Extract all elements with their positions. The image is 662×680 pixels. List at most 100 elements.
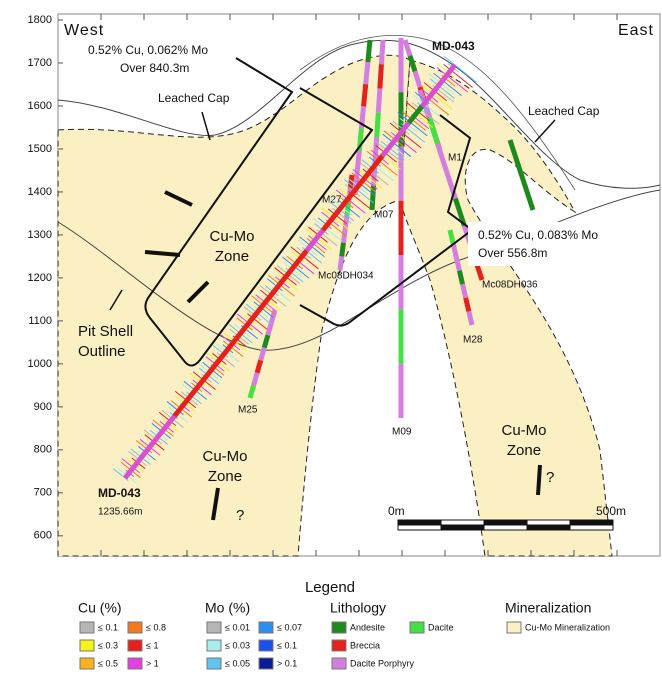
- scale-bar: [526, 524, 571, 531]
- zone-label: Zone: [215, 248, 249, 265]
- y-tick-label: 1100: [28, 315, 52, 327]
- assay-spike: [443, 64, 473, 88]
- legend-swatch: [331, 621, 347, 634]
- drill-hole: [420, 63, 457, 108]
- drill-hole: [378, 39, 386, 65]
- topography: [57, 39, 661, 189]
- drill-hole: [354, 150, 362, 174]
- assay-spike: [429, 78, 455, 99]
- drill-hole: [456, 270, 466, 285]
- legend-swatch: [206, 657, 222, 670]
- hole-label: Mc08DH036: [482, 280, 538, 291]
- drill-hole: [374, 112, 381, 138]
- assay-spike: [361, 159, 380, 174]
- legend-label: Dacite: [428, 622, 454, 632]
- assay-spike: [433, 73, 462, 97]
- y-tick-label: 1200: [28, 272, 52, 284]
- direction-label: East: [618, 22, 654, 39]
- assay-spike: [290, 246, 319, 270]
- assay-spike: [253, 301, 274, 318]
- legend-swatch: [79, 639, 95, 652]
- assay-spike: [277, 274, 298, 291]
- scale-bar: [440, 524, 485, 531]
- callout-text: 0.52% Cu, 0.062% Mo: [88, 43, 208, 57]
- assay-spike: [166, 401, 184, 416]
- drill-hole: [347, 174, 355, 189]
- scale-bar: [483, 519, 528, 526]
- scale-bar: [397, 524, 442, 531]
- legend-label: ≤ 0.03: [225, 640, 250, 650]
- legend-swatch: [258, 657, 274, 670]
- assay-spike: [382, 133, 412, 157]
- hole-label: M28: [463, 335, 483, 346]
- legend-label: ≤ 0.3: [98, 640, 118, 650]
- legend-label: Dacite Porphyry: [350, 658, 415, 668]
- drill-hole: [321, 154, 385, 232]
- y-tick-label: 1300: [28, 229, 52, 241]
- legend-swatch: [331, 639, 347, 652]
- assay-spike: [343, 179, 374, 204]
- legend-label: Cu-Mo Mineralization: [525, 622, 610, 632]
- legend-title: Legend: [305, 579, 355, 596]
- legend-swatch: [258, 639, 274, 652]
- callout-label-bg: [468, 222, 648, 266]
- y-tick-label: 1800: [28, 14, 52, 26]
- drill-hole: [377, 64, 384, 89]
- y-tick-label: 1400: [28, 186, 52, 198]
- hole-label: M25: [238, 405, 258, 416]
- assay-spike: [112, 468, 129, 481]
- hole-length: 1235.66m: [98, 507, 142, 518]
- drill-hole: [507, 139, 536, 211]
- legend-swatch: [127, 657, 143, 670]
- legend-label: ≤ 0.1: [98, 622, 118, 632]
- drill-hole: [375, 88, 383, 114]
- hole-label: M27: [322, 195, 342, 206]
- y-tick-label: 1600: [28, 100, 52, 112]
- legend-label: Andesite: [350, 622, 385, 632]
- legend-label: > 1: [146, 658, 159, 668]
- assay-spike: [158, 411, 177, 426]
- drill-hole: [453, 197, 467, 227]
- drill-hole: [426, 116, 441, 146]
- assay-spike: [402, 111, 426, 131]
- callout-box: [299, 114, 474, 327]
- zone-label: Cu-Mo: [501, 422, 546, 439]
- hole-label: M07: [374, 210, 394, 221]
- legend-label: ≤ 0.8: [146, 622, 166, 632]
- legend-label: Breccia: [350, 640, 380, 650]
- scale-bar: [440, 519, 485, 526]
- drill-hole: [123, 414, 177, 480]
- assay-spike: [413, 94, 445, 121]
- scale-label: 0m: [388, 504, 405, 518]
- scale-bar: [569, 524, 614, 531]
- assay-spike: [359, 170, 383, 190]
- assay-spike: [389, 122, 422, 149]
- assay-spike: [366, 150, 398, 176]
- assay-spike: [216, 352, 236, 368]
- legend-label: ≤ 0.5: [98, 658, 118, 668]
- assay-spike: [321, 207, 350, 231]
- y-tick-label: 700: [34, 487, 52, 499]
- callout-text: 0.52% Cu, 0.083% Mo: [478, 228, 598, 242]
- assay-spike: [313, 217, 343, 242]
- assay-spike: [222, 340, 244, 358]
- pit-shell-top: [299, 35, 576, 191]
- scale-bar: [483, 524, 528, 531]
- zone-label: Leached Cap: [158, 91, 230, 105]
- scale-bar: [569, 519, 614, 526]
- hole-label: MD-043: [432, 39, 475, 53]
- question-mark: ?: [236, 507, 244, 524]
- legend-swatch: [331, 657, 347, 670]
- y-tick-label: 1000: [28, 358, 52, 370]
- legend-heading: Mineralization: [505, 600, 591, 616]
- pit-shell-label: Pit Shell: [78, 323, 133, 340]
- assay-spike: [162, 418, 179, 433]
- legend-heading: Cu (%): [78, 600, 122, 616]
- assay-spike: [411, 102, 440, 125]
- assay-spike: [436, 63, 455, 78]
- legend-swatch: [127, 639, 143, 652]
- scale-bar: [526, 519, 571, 526]
- legend-swatch: [206, 639, 222, 652]
- drill-hole: [265, 321, 274, 336]
